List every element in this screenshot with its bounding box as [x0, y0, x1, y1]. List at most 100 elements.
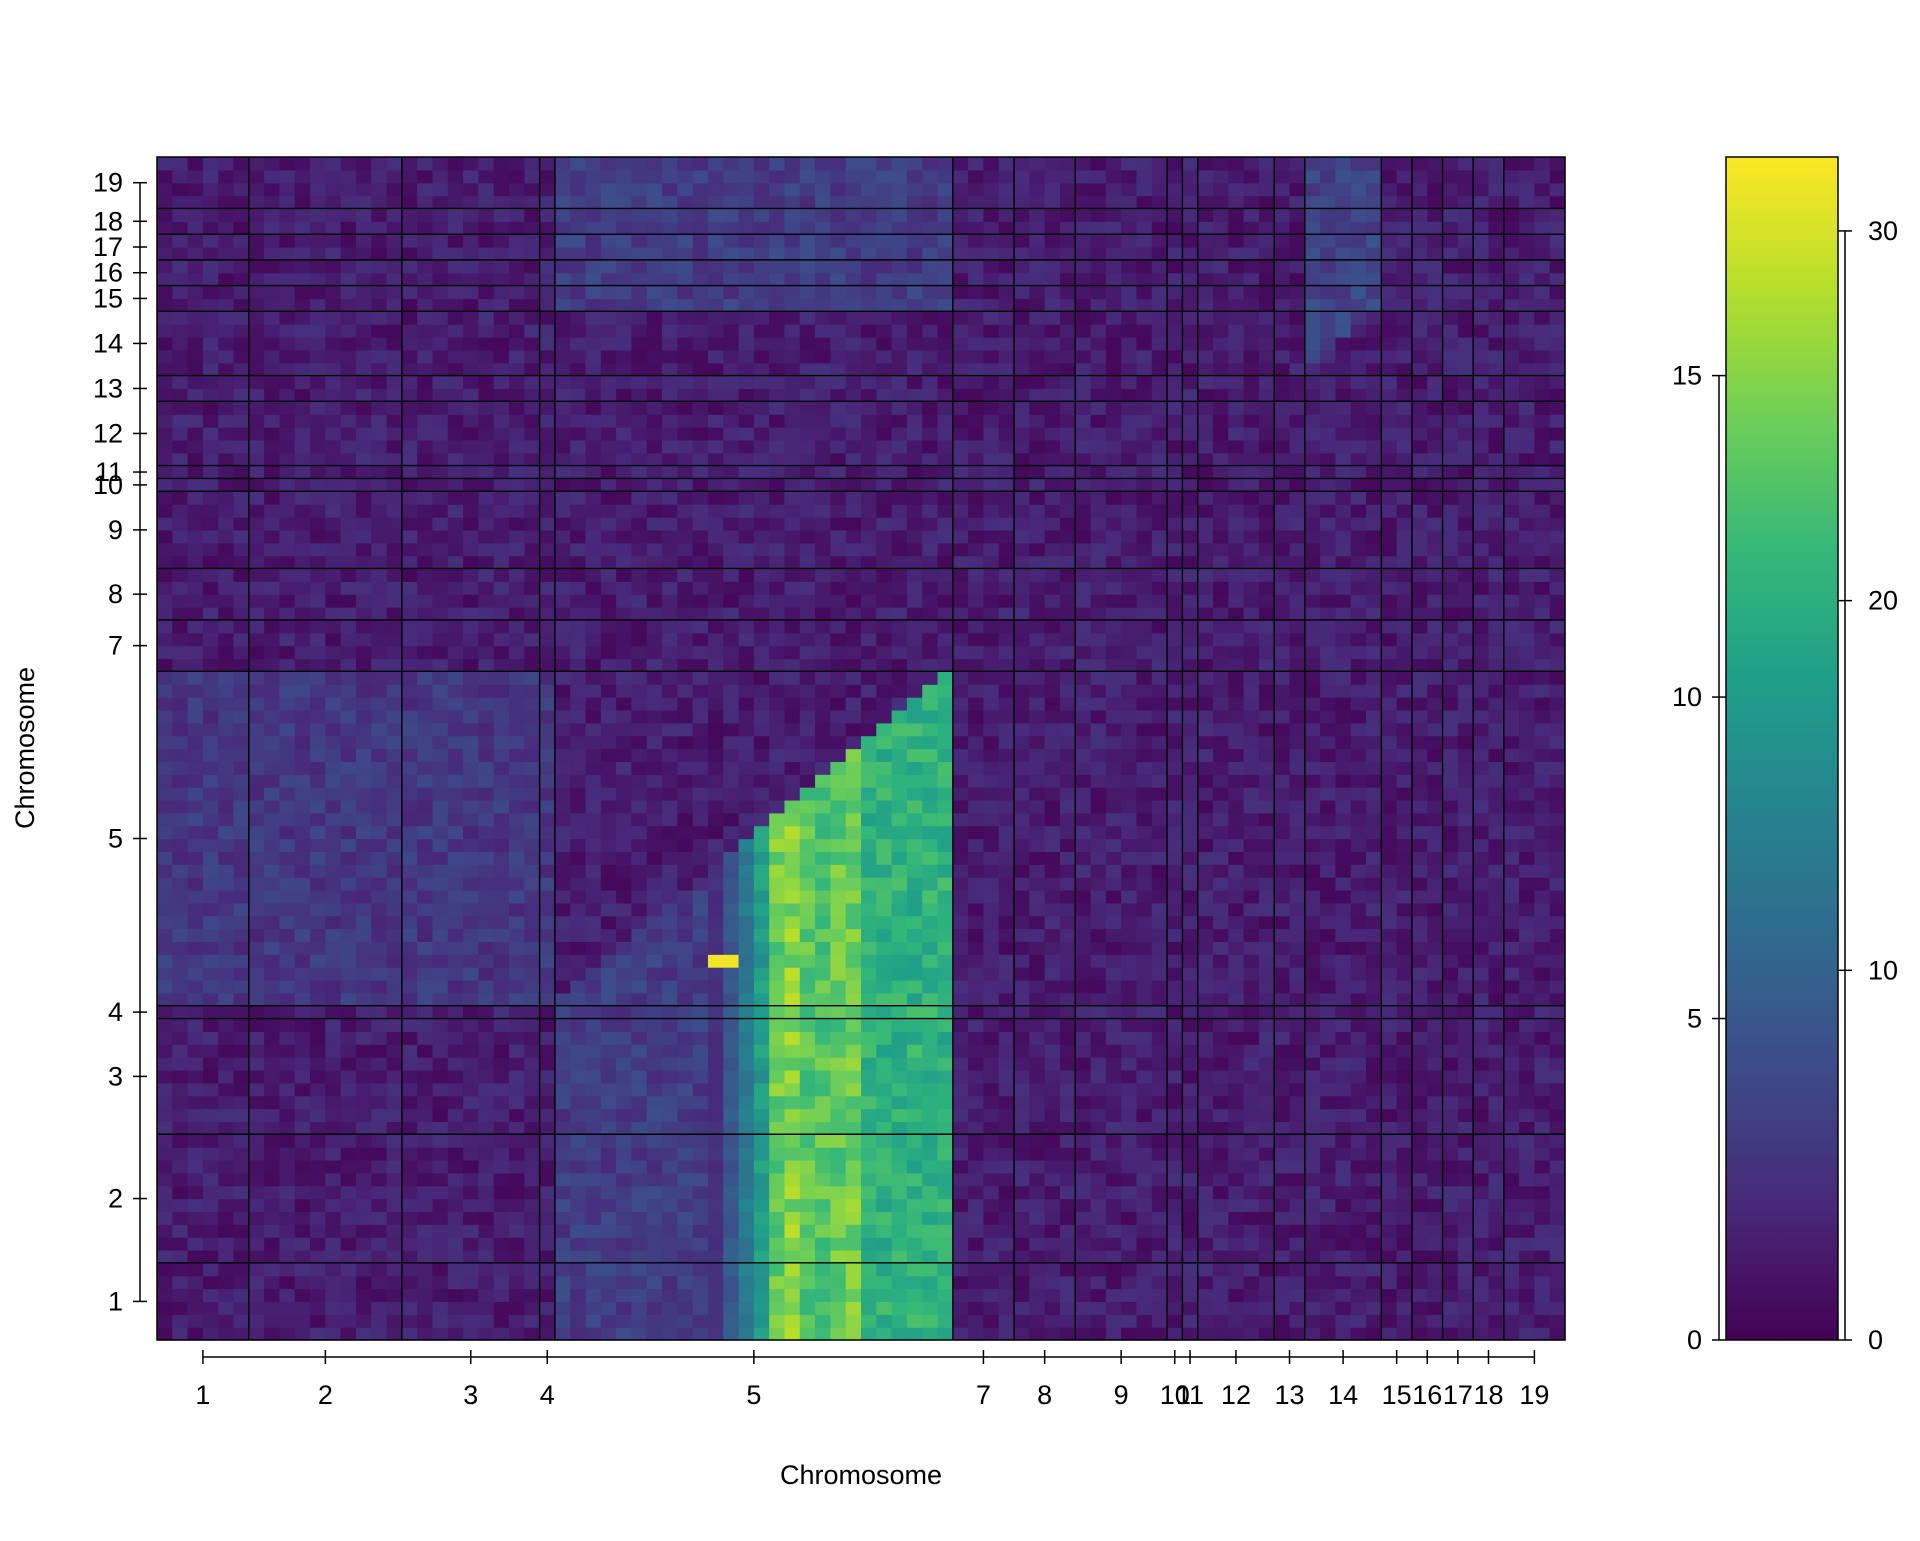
heatmap-cell — [1350, 1082, 1367, 1097]
heatmap-cell — [1473, 735, 1490, 750]
heatmap-cell — [845, 1172, 862, 1187]
heatmap-cell — [539, 1159, 556, 1174]
heatmap-cell — [1396, 658, 1413, 672]
heatmap-cell — [233, 1121, 250, 1135]
heatmap-cell — [1258, 915, 1275, 930]
heatmap-cell — [1274, 645, 1291, 660]
heatmap-cell — [187, 1134, 204, 1148]
heatmap-cell — [1197, 877, 1214, 891]
heatmap-cell — [1304, 1237, 1321, 1251]
heatmap-cell — [677, 658, 694, 672]
heatmap-cell — [1519, 1275, 1535, 1290]
heatmap-cell — [1519, 787, 1535, 801]
heatmap-cell — [187, 748, 204, 762]
heatmap-cell — [815, 1275, 831, 1290]
heatmap-cell — [401, 709, 418, 724]
heatmap-cell — [386, 915, 403, 930]
heatmap-cell — [1182, 941, 1199, 955]
heatmap-cell — [233, 709, 250, 724]
heatmap-cell — [401, 748, 418, 762]
heatmap-cell — [294, 812, 311, 827]
heatmap-cell — [1473, 1327, 1490, 1341]
heatmap-cell — [861, 1249, 877, 1264]
heatmap-cell — [264, 1275, 281, 1290]
heatmap-cell — [1121, 645, 1138, 660]
heatmap-cell — [1457, 671, 1474, 685]
heatmap-cell — [539, 658, 556, 672]
heatmap-cell — [1442, 1224, 1459, 1238]
heatmap-cell — [616, 1147, 633, 1161]
heatmap-cell — [1427, 954, 1444, 968]
heatmap-cell — [570, 1172, 587, 1187]
heatmap-cell — [554, 1249, 571, 1264]
heatmap-cell — [1350, 1301, 1367, 1315]
heatmap-cell — [845, 928, 862, 942]
heatmap-cell — [493, 684, 510, 698]
heatmap-cell — [463, 1288, 479, 1303]
heatmap-cell — [1014, 812, 1030, 827]
heatmap-cell — [952, 1108, 969, 1122]
heatmap-cell — [1320, 967, 1337, 981]
heatmap-cell — [784, 941, 801, 955]
heatmap-cell — [692, 928, 709, 942]
heatmap-cell — [1136, 658, 1153, 672]
heatmap-cell — [1366, 1121, 1382, 1135]
heatmap-cell — [1381, 684, 1398, 698]
heatmap-cell — [968, 1018, 985, 1032]
heatmap-cell — [738, 902, 755, 917]
heatmap-cell — [983, 709, 1000, 724]
heatmap-cell — [386, 941, 403, 955]
heatmap-cell — [1411, 1249, 1428, 1264]
heatmap-cell — [692, 864, 709, 878]
heatmap-cell — [585, 697, 602, 711]
heatmap-cell — [1457, 1327, 1474, 1341]
heatmap-cell — [1167, 928, 1183, 942]
heatmap-cell — [355, 722, 372, 737]
heatmap-cell — [187, 851, 204, 865]
heatmap-cell — [845, 851, 862, 865]
heatmap-cell — [463, 671, 479, 685]
heatmap-cell — [738, 1301, 755, 1315]
heatmap-cell — [1519, 1224, 1535, 1238]
heatmap-cell — [1090, 1262, 1107, 1277]
heatmap-cell — [937, 838, 954, 852]
heatmap-cell — [233, 812, 250, 827]
heatmap-cell — [1213, 967, 1229, 981]
heatmap-cell — [310, 992, 326, 1007]
heatmap-cell — [386, 1198, 403, 1213]
heatmap-cell — [157, 825, 173, 840]
heatmap-cell — [1274, 1018, 1291, 1032]
heatmap-cell — [294, 928, 311, 942]
heatmap-cell — [493, 915, 510, 930]
heatmap-cell — [1549, 722, 1566, 737]
heatmap-cell — [983, 722, 1000, 737]
heatmap-cell — [1197, 1057, 1214, 1071]
heatmap-cell — [1014, 1044, 1030, 1058]
heatmap-cell — [310, 645, 326, 660]
heatmap-cell — [1213, 774, 1229, 788]
heatmap-cell — [830, 658, 847, 672]
heatmap-cell — [723, 709, 740, 724]
heatmap-cell — [509, 825, 525, 840]
heatmap-cell — [1289, 748, 1306, 762]
heatmap-cell — [707, 697, 724, 711]
heatmap-cell — [493, 812, 510, 827]
heatmap-cell — [738, 1082, 755, 1097]
heatmap-cell — [723, 812, 740, 827]
heatmap-cell — [1396, 1211, 1413, 1225]
heatmap-cell — [815, 1249, 831, 1264]
heatmap-cell — [1488, 671, 1505, 685]
heatmap-cell — [417, 1249, 434, 1264]
heatmap-cell — [1029, 1108, 1046, 1122]
heatmap-cell — [294, 1121, 311, 1135]
heatmap-cell — [1213, 799, 1229, 814]
heatmap-cell — [539, 1121, 556, 1135]
heatmap-cell — [1213, 1237, 1229, 1251]
heatmap-cell — [187, 889, 204, 904]
heatmap-cell — [478, 1314, 495, 1328]
heatmap-cell — [906, 1134, 923, 1148]
heatmap-cell — [1014, 838, 1030, 852]
heatmap-cell — [157, 851, 173, 865]
heatmap-cell — [1320, 1275, 1337, 1290]
heatmap-cell — [738, 1069, 755, 1084]
